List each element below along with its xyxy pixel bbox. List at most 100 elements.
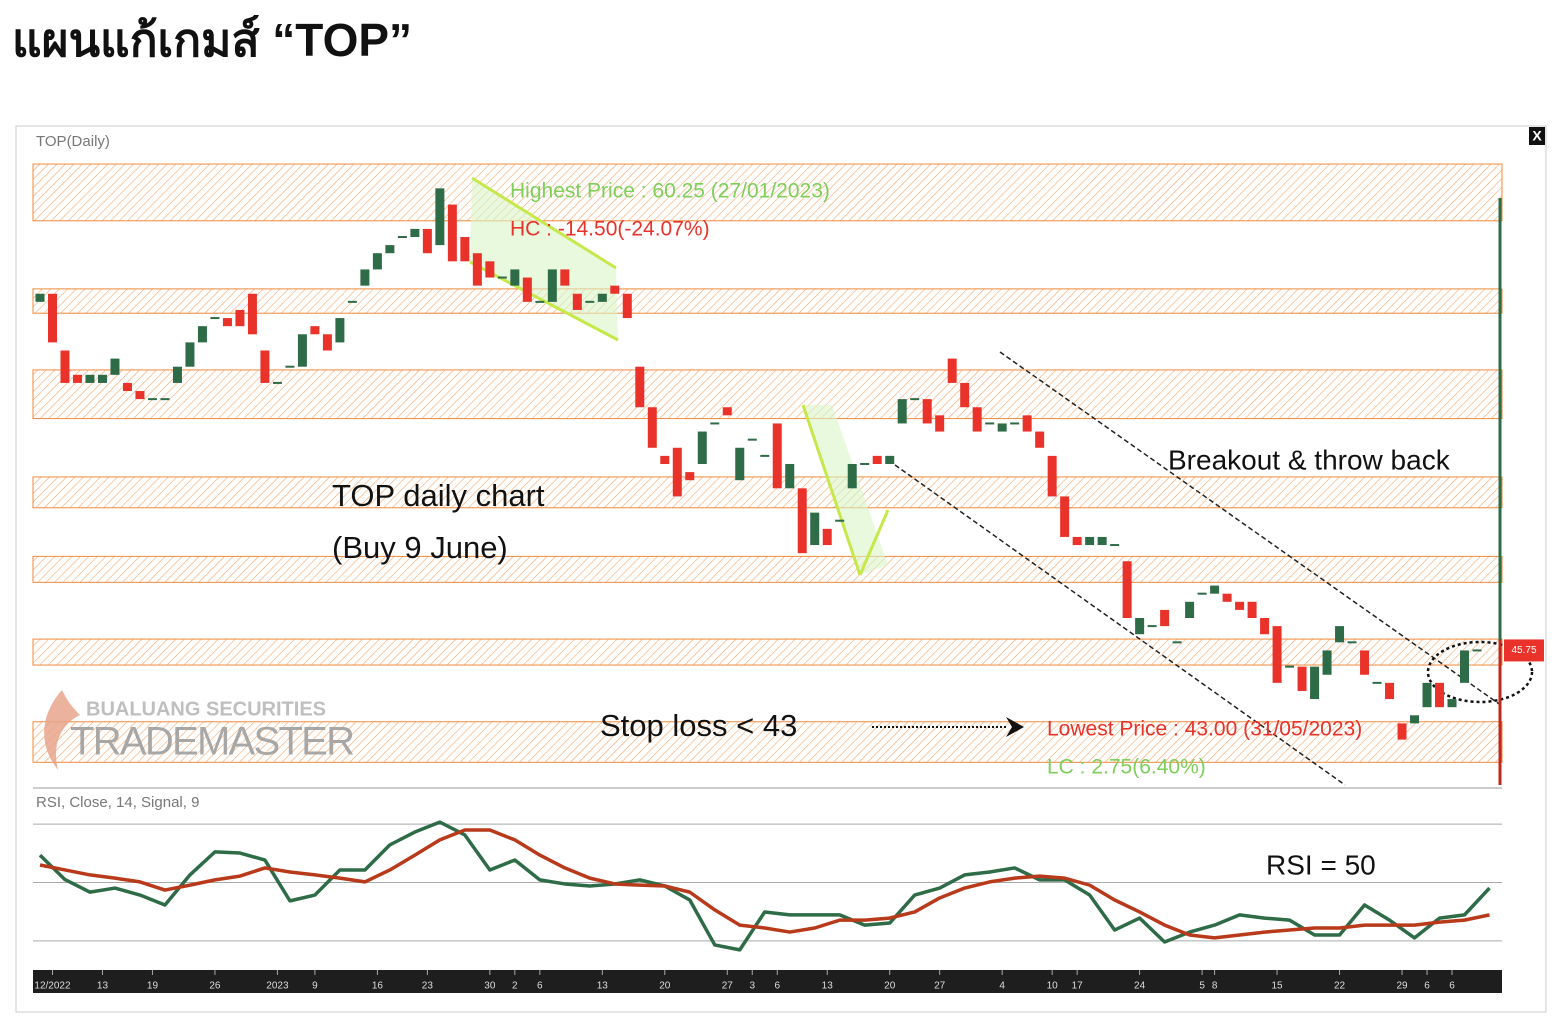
chart-title: RSI, Close, 14, Signal, 9 bbox=[36, 794, 199, 811]
zone bbox=[32, 476, 1503, 509]
x-tick-label: 2 bbox=[512, 981, 518, 992]
candle-body bbox=[760, 454, 770, 457]
candle-body bbox=[435, 188, 445, 246]
candle-body bbox=[1372, 681, 1382, 684]
zone bbox=[32, 555, 1503, 583]
x-tick-label: 13 bbox=[97, 981, 109, 992]
candle-body bbox=[1272, 626, 1282, 683]
candle-body bbox=[1047, 455, 1057, 497]
annotation: LC : 2.75(6.40%) bbox=[1047, 756, 1206, 779]
candle-body bbox=[735, 447, 745, 481]
candle-body bbox=[1247, 601, 1257, 619]
candle-body bbox=[1222, 593, 1232, 602]
candle-body bbox=[1322, 650, 1332, 675]
x-tick-label: 6 bbox=[774, 981, 780, 992]
candle-body bbox=[1197, 592, 1207, 595]
x-tick-label: 8 bbox=[1212, 981, 1218, 992]
annotation: Lowest Price : 43.00 (31/05/2023) bbox=[1047, 718, 1362, 741]
candle-body bbox=[310, 326, 320, 335]
candle-body bbox=[547, 269, 557, 302]
candle-body bbox=[1410, 715, 1420, 724]
last-price-tag bbox=[1504, 639, 1544, 662]
candle-body bbox=[110, 358, 120, 375]
annotation: (Buy 9 June) bbox=[332, 530, 508, 565]
candle-body bbox=[72, 374, 82, 383]
x-tick-label: 26 bbox=[209, 981, 221, 992]
rsi-line bbox=[38, 820, 1491, 952]
candle-body bbox=[572, 293, 582, 310]
candle-body bbox=[997, 423, 1007, 432]
candle-body bbox=[847, 463, 857, 489]
x-tick-label: 5 bbox=[1199, 981, 1205, 992]
candle-body bbox=[1285, 665, 1295, 668]
candle-body bbox=[1460, 650, 1470, 683]
candle-body bbox=[1122, 561, 1132, 619]
candle-body bbox=[697, 431, 707, 464]
candle-body bbox=[947, 358, 957, 383]
candle-body bbox=[135, 391, 145, 400]
candle-body bbox=[1072, 536, 1082, 546]
candle-body bbox=[172, 366, 182, 383]
wedge-line bbox=[471, 176, 617, 270]
channel-line bbox=[999, 351, 1503, 707]
x-tick-label: 6 bbox=[1449, 981, 1455, 992]
candle-body bbox=[535, 300, 545, 303]
logo-flame bbox=[44, 690, 80, 770]
price-scale bbox=[1500, 128, 1544, 970]
candle-body bbox=[297, 334, 307, 367]
candle-body bbox=[872, 455, 882, 464]
candle-body bbox=[60, 350, 70, 383]
candle-body bbox=[410, 228, 420, 238]
x-tick-label: 27 bbox=[934, 981, 946, 992]
candle-body bbox=[1010, 422, 1020, 425]
candle-body bbox=[210, 317, 220, 320]
x-tick-label: 20 bbox=[884, 981, 896, 992]
candle-body bbox=[472, 253, 482, 286]
candle-body bbox=[747, 438, 757, 441]
candle-body bbox=[560, 269, 570, 286]
close-button[interactable] bbox=[1529, 127, 1545, 145]
candle-body bbox=[47, 293, 57, 343]
candle-body bbox=[1210, 585, 1220, 594]
candle-body bbox=[835, 519, 845, 522]
wedge-line bbox=[858, 509, 890, 576]
candle-body bbox=[422, 228, 432, 254]
x-tick-label: 23 bbox=[422, 981, 434, 992]
annotation: HC : -14.50(-24.07%) bbox=[510, 218, 710, 241]
x-tick-label: 19 bbox=[147, 981, 159, 992]
candle-body bbox=[485, 261, 495, 278]
logo-company: BUALUANG SECURITIES bbox=[86, 698, 326, 720]
candle-body bbox=[97, 374, 107, 383]
candle-body bbox=[1097, 536, 1107, 546]
candle-body bbox=[1085, 536, 1095, 546]
candle-body bbox=[372, 253, 382, 270]
candle-body bbox=[1035, 431, 1045, 448]
x-tick-label: 2023 bbox=[266, 981, 289, 992]
candle-body bbox=[1360, 650, 1370, 675]
candle-body bbox=[447, 204, 457, 262]
candle-body bbox=[935, 415, 945, 432]
candle-body bbox=[1235, 601, 1245, 610]
candle-body bbox=[1260, 618, 1270, 635]
x-tick-label: 6 bbox=[537, 981, 543, 992]
rsi-line bbox=[39, 828, 1490, 940]
candle-body bbox=[710, 422, 720, 425]
logo: BUALUANG SECURITIES TRADEMASTER bbox=[44, 690, 355, 770]
candle-body bbox=[1160, 609, 1170, 627]
arrow-head bbox=[1006, 717, 1024, 737]
annotation: TOP daily chart bbox=[332, 478, 545, 513]
candle-body bbox=[1135, 618, 1145, 635]
candle-body bbox=[1297, 666, 1307, 691]
candle-body bbox=[85, 374, 95, 383]
zone bbox=[32, 288, 1503, 314]
close-button-label[interactable]: X bbox=[1532, 128, 1542, 144]
candle-body bbox=[647, 407, 657, 448]
candle-body bbox=[1185, 601, 1195, 619]
candle-body bbox=[1172, 641, 1182, 644]
candle-body bbox=[897, 399, 907, 424]
candle-body bbox=[822, 528, 832, 546]
chart-title: TOP(Daily) bbox=[36, 133, 110, 150]
x-tick-label: 3 bbox=[749, 981, 755, 992]
x-tick-label: 20 bbox=[659, 981, 671, 992]
candle-body bbox=[222, 318, 232, 327]
